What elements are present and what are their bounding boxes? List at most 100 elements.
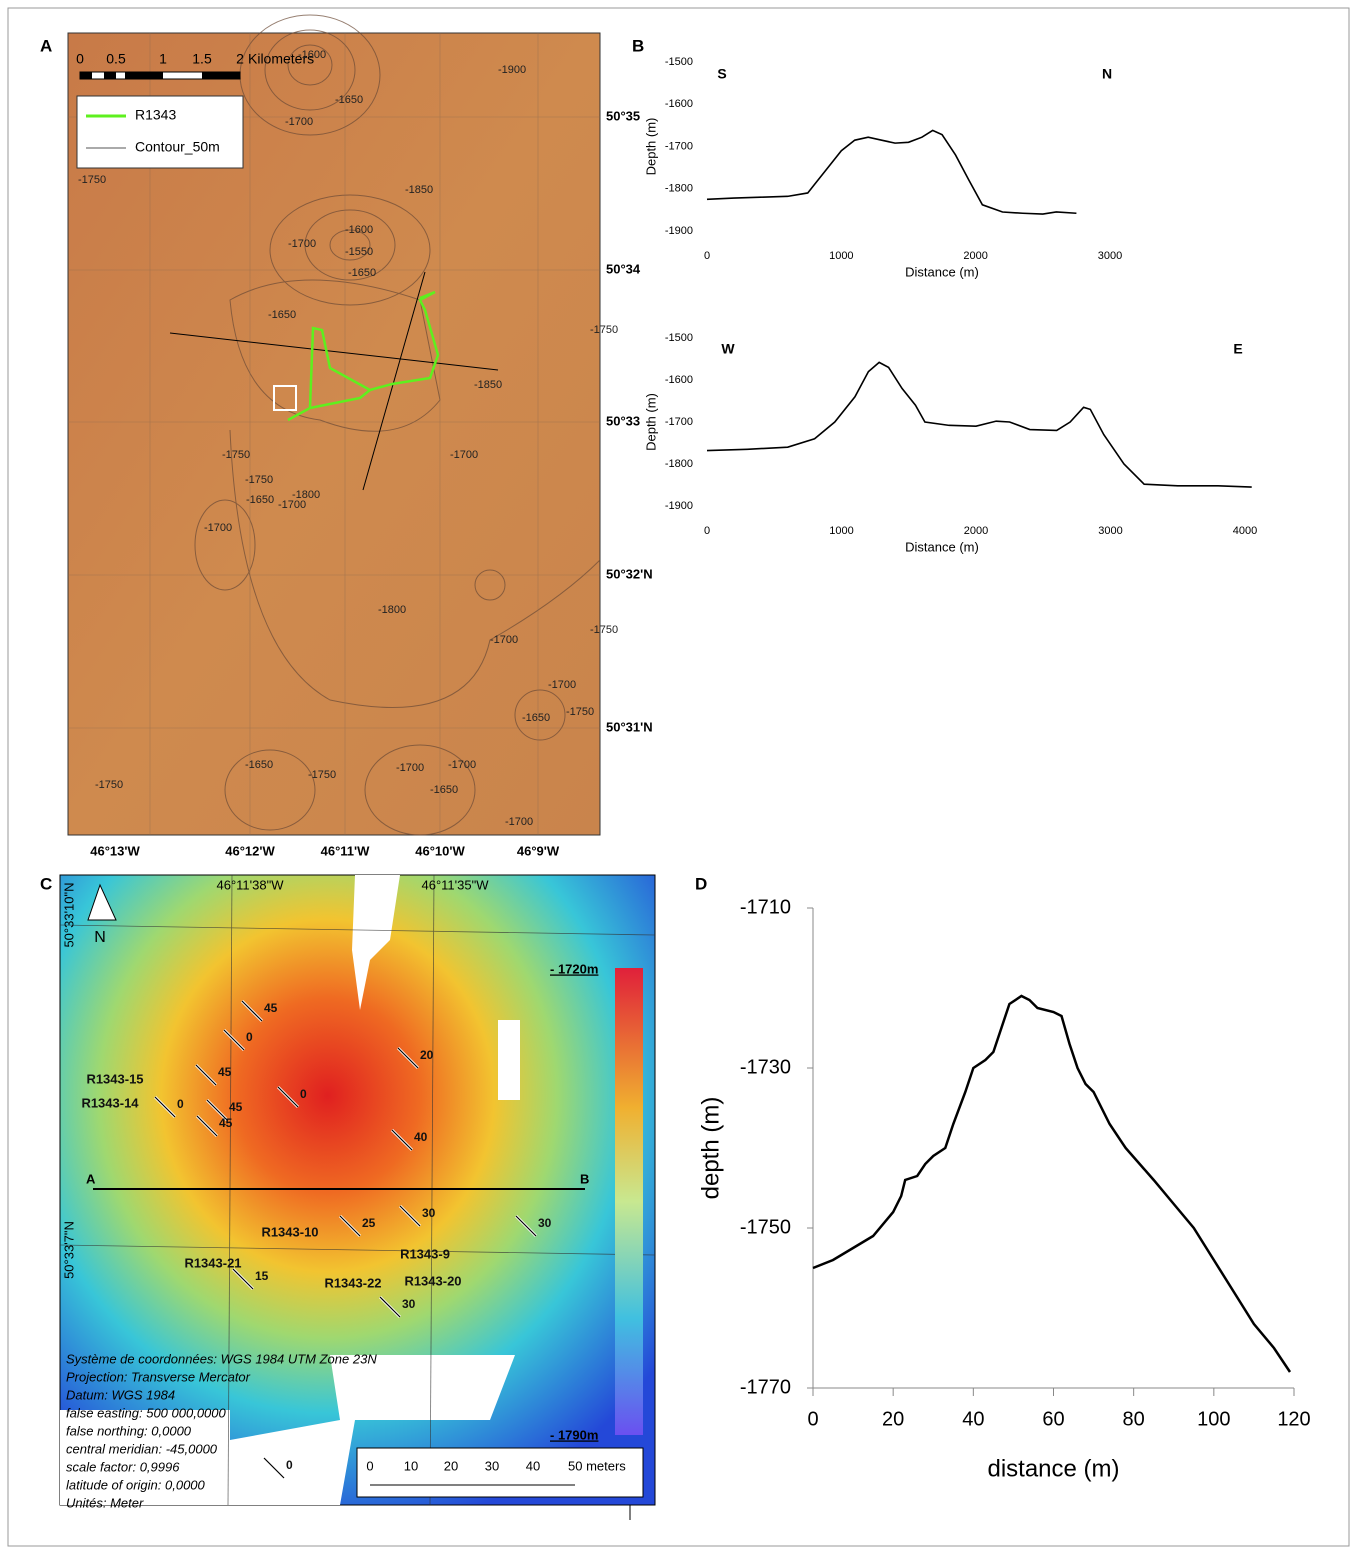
lon-label: 46°11'W xyxy=(321,843,370,858)
contour-label: -1750 xyxy=(566,706,594,718)
y-tick-label: -1600 xyxy=(665,374,693,386)
x-tick-label: 20 xyxy=(882,1408,904,1430)
annotation: E xyxy=(1233,341,1242,357)
annotation: W xyxy=(721,341,735,357)
station-label: R1343-20 xyxy=(404,1273,461,1288)
metadata: central meridian: -45,0000 xyxy=(66,1441,218,1456)
profile-line xyxy=(813,996,1290,1372)
lat-label: 50°35 xyxy=(606,108,640,123)
scale-bar xyxy=(80,72,92,79)
y-axis-label: depth (m) xyxy=(697,1097,724,1200)
lat-label: 50°33'10"N xyxy=(61,882,76,947)
page: { "panel_labels": ["A", "B", "C", "D"], … xyxy=(0,0,1357,1559)
contour-label: -1650 xyxy=(430,784,458,796)
metadata: Système de coordonnées: WGS 1984 UTM Zon… xyxy=(66,1351,377,1366)
x-axis-label: distance (m) xyxy=(987,1455,1119,1482)
contour-label: -1600 xyxy=(345,224,373,236)
contour-label: -1550 xyxy=(345,246,373,258)
scale-label: 50 meters xyxy=(568,1458,626,1473)
scale-label: 0 xyxy=(366,1458,373,1473)
y-tick-label: -1770 xyxy=(740,1376,791,1398)
lon-label: 46°10'W xyxy=(415,843,465,858)
metadata: Projection: Transverse Mercator xyxy=(66,1369,251,1384)
y-tick-label: -1710 xyxy=(740,896,791,918)
metadata: Datum: WGS 1984 xyxy=(66,1387,175,1402)
north-label: N xyxy=(94,929,106,946)
contour-label: -1650 xyxy=(522,712,550,724)
contour-label: -1700 xyxy=(396,762,424,774)
legend-label: Contour_50m xyxy=(135,139,220,155)
x-tick-label: 1000 xyxy=(829,525,853,537)
contour-label: -1700 xyxy=(448,759,476,771)
lat-label: 50°33'7"N xyxy=(61,1221,76,1279)
y-tick-label: -1700 xyxy=(665,416,693,428)
y-tick-label: -1730 xyxy=(740,1056,791,1078)
y-tick-label: -1900 xyxy=(665,500,693,512)
x-tick-label: 3000 xyxy=(1098,250,1122,262)
lat-label: 50°32'N xyxy=(606,566,653,581)
x-tick-label: 100 xyxy=(1197,1408,1230,1430)
metadata: scale factor: 0,9996 xyxy=(66,1459,180,1474)
contour-label: -1650 xyxy=(268,309,296,321)
station-label: R1343-22 xyxy=(324,1275,381,1290)
y-tick-label: -1800 xyxy=(665,458,693,470)
section-label: A xyxy=(86,1171,96,1186)
dip-label: 45 xyxy=(264,1001,278,1015)
dip-label: 40 xyxy=(414,1130,428,1144)
colorbar xyxy=(615,968,643,1435)
scale-label: 1.5 xyxy=(192,51,212,67)
contour-label: -1750 xyxy=(245,474,273,486)
x-tick-label: 0 xyxy=(807,1408,818,1430)
contour-label: -1700 xyxy=(548,679,576,691)
dip-label: 0 xyxy=(300,1087,307,1101)
dip-label: 45 xyxy=(229,1100,243,1114)
y-tick-label: -1500 xyxy=(665,56,693,68)
metadata: false northing: 0,0000 xyxy=(66,1423,192,1438)
section-label: B xyxy=(580,1171,589,1186)
station-label: R1343-9 xyxy=(400,1246,450,1261)
x-tick-label: 0 xyxy=(704,525,710,537)
contour-label: -1750 xyxy=(590,624,618,636)
x-tick-label: 4000 xyxy=(1233,525,1257,537)
contour-label: -1900 xyxy=(498,64,526,76)
contour-label: -1850 xyxy=(474,379,502,391)
dip-label: 30 xyxy=(402,1297,416,1311)
contour-label: -1700 xyxy=(505,816,533,828)
metadata: false easting: 500 000,0000 xyxy=(66,1405,227,1420)
contour-label: -1850 xyxy=(405,184,433,196)
lat-label: 50°31'N xyxy=(606,719,653,734)
station-label: R1343-14 xyxy=(81,1095,139,1110)
profile-line xyxy=(707,130,1076,214)
lat-label: 50°34 xyxy=(606,261,641,276)
y-tick-label: -1500 xyxy=(665,332,693,344)
lat-label: 50°33 xyxy=(606,413,640,428)
scale-label: 2 xyxy=(236,51,244,67)
contour-label: -1700 xyxy=(278,499,306,511)
contour-label: -1600 xyxy=(298,49,326,61)
contour-label: -1750 xyxy=(590,324,618,336)
dip-label: 30 xyxy=(422,1206,436,1220)
legend-label: R1343 xyxy=(135,107,176,123)
x-tick-label: 1000 xyxy=(829,250,853,262)
scale-label: 0 xyxy=(76,51,84,67)
panel-label: B xyxy=(632,36,644,55)
y-tick-label: -1600 xyxy=(665,98,693,110)
y-tick-label: -1700 xyxy=(665,140,693,152)
y-tick-label: -1750 xyxy=(740,1216,791,1238)
y-axis-label: Depth (m) xyxy=(643,393,658,451)
dip-label: 45 xyxy=(219,1116,233,1130)
scale-bar xyxy=(202,72,240,79)
contour-label: -1750 xyxy=(308,769,336,781)
annotation: N xyxy=(1102,66,1112,82)
x-axis-label: Distance (m) xyxy=(905,264,979,279)
x-tick-label: 2000 xyxy=(964,525,988,537)
station-label: R1343-21 xyxy=(184,1255,241,1270)
dip-label: 30 xyxy=(538,1216,552,1230)
x-tick-label: 40 xyxy=(962,1408,984,1430)
dip-label: 15 xyxy=(255,1269,269,1283)
contour-label: -1800 xyxy=(378,604,406,616)
metadata: Unités: Meter xyxy=(66,1495,144,1510)
scale-bar xyxy=(104,72,116,79)
contour-label: -1650 xyxy=(246,494,274,506)
x-tick-label: 60 xyxy=(1042,1408,1064,1430)
